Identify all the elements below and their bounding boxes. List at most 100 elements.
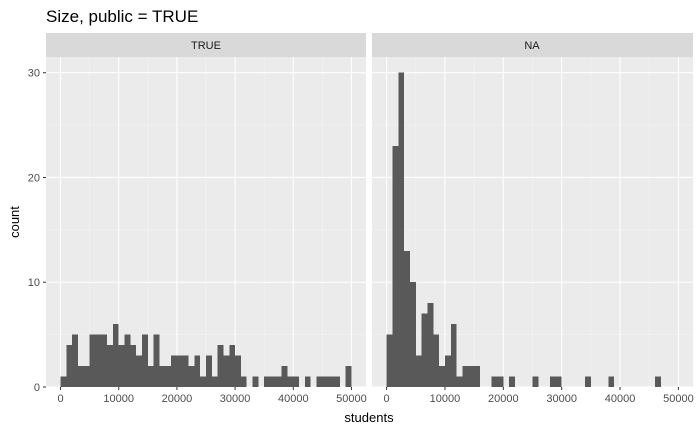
histogram-bar	[532, 376, 539, 387]
histogram-bar	[252, 376, 259, 387]
x-tick-label: 0	[384, 393, 390, 405]
histogram-bar	[316, 376, 323, 387]
histogram-bar	[550, 376, 556, 387]
strip-label-na: NA	[524, 40, 540, 52]
histogram-bar	[304, 376, 311, 387]
y-axis-ticks: 0 10 20 30	[28, 68, 46, 394]
histogram-bar	[107, 345, 113, 387]
grid-lines	[372, 57, 693, 388]
histogram-bar	[147, 366, 154, 387]
x-tick-label: 40000	[605, 393, 636, 405]
x-tick-label: 30000	[546, 393, 577, 405]
histogram-bar	[398, 72, 405, 387]
histogram-bar	[235, 355, 241, 387]
histogram-bar	[182, 355, 189, 387]
histogram-bar	[171, 355, 177, 387]
histogram-bar	[217, 345, 224, 387]
histogram-bar	[293, 376, 300, 387]
histogram-bar	[427, 303, 434, 387]
histogram-bar	[444, 355, 451, 387]
histogram-bar	[165, 366, 172, 387]
histogram-bar	[655, 376, 661, 387]
x-tick-label: 10000	[430, 393, 461, 405]
histogram-bar	[142, 334, 148, 387]
x-tick-label: 50000	[336, 393, 367, 405]
histogram-bar	[229, 345, 236, 387]
histogram-bar	[585, 376, 591, 387]
histogram-bar	[66, 345, 73, 387]
histogram-bar	[456, 376, 463, 387]
histogram-bar	[130, 345, 137, 387]
histogram-bar	[421, 313, 428, 387]
histogram-bar	[159, 366, 166, 387]
histogram-bar	[124, 334, 131, 387]
histogram-bar	[188, 366, 195, 387]
histogram-bar	[509, 376, 515, 387]
histogram-bar	[433, 334, 440, 387]
histogram-bar	[287, 376, 294, 387]
histogram-bar	[281, 366, 288, 387]
histogram-bar	[404, 250, 410, 387]
histogram-bar	[72, 334, 78, 387]
histogram-bar	[322, 376, 329, 387]
histogram-bar	[608, 376, 615, 387]
histogram-bar	[555, 376, 562, 387]
y-tick-label: 30	[28, 68, 40, 80]
histogram-bar	[439, 366, 445, 387]
histogram-bar	[392, 146, 399, 387]
histogram-bar	[153, 334, 160, 387]
y-tick-label: 0	[34, 382, 40, 394]
x-axis-label: students	[344, 410, 394, 425]
histogram-bar	[194, 355, 201, 387]
histogram-bar	[95, 334, 102, 387]
strip-background	[46, 33, 366, 57]
histogram-bar	[176, 355, 183, 387]
histogram-bar	[409, 282, 416, 387]
histogram-bar	[101, 334, 108, 387]
histogram-bar	[78, 366, 84, 387]
x-tick-label: 50000	[663, 393, 694, 405]
facet-panel-na: NA	[372, 33, 693, 388]
histogram-bar	[270, 376, 276, 387]
histogram-bar	[240, 376, 247, 387]
histogram-bar	[118, 345, 125, 387]
histogram-bar	[334, 376, 340, 387]
y-tick-label: 10	[28, 277, 40, 289]
histogram-bar	[450, 324, 457, 387]
x-tick-label: 0	[57, 393, 63, 405]
x-tick-label: 20000	[488, 393, 519, 405]
y-tick-label: 20	[28, 172, 40, 184]
bars	[60, 324, 352, 387]
histogram-bar	[415, 355, 422, 387]
histogram-bar	[89, 334, 96, 387]
x-tick-label: 20000	[162, 393, 193, 405]
histogram-bar	[328, 376, 334, 387]
facet-panel-true: TRUE	[46, 33, 366, 388]
histogram-bar	[468, 366, 475, 387]
histogram-bar	[386, 334, 393, 387]
histogram-bar	[211, 376, 218, 387]
strip-background	[372, 33, 693, 57]
x-tick-label: 30000	[220, 393, 251, 405]
histogram-bar	[462, 366, 469, 387]
x-axis-ticks: 0 10000 20000 30000 40000 50000 0 10000 20000 300…	[57, 387, 694, 405]
histogram-bar	[200, 376, 206, 387]
chart-title: Size, public = TRUE	[46, 7, 198, 26]
histogram-bar	[474, 366, 480, 387]
histogram-bar	[83, 366, 90, 387]
y-axis-label: count	[7, 206, 22, 238]
histogram-bar	[275, 376, 282, 387]
grid-lines	[46, 57, 366, 388]
strip-label-true: TRUE	[191, 40, 221, 52]
histogram-bar	[345, 366, 352, 387]
histogram-bar	[112, 324, 119, 387]
histogram-bar	[264, 376, 270, 387]
x-tick-label: 40000	[278, 393, 309, 405]
bars	[386, 72, 661, 387]
histogram-bar	[491, 376, 498, 387]
x-tick-label: 10000	[103, 393, 134, 405]
histogram-bar	[206, 355, 212, 387]
histogram-bar	[497, 376, 504, 387]
histogram-bar	[136, 355, 142, 387]
